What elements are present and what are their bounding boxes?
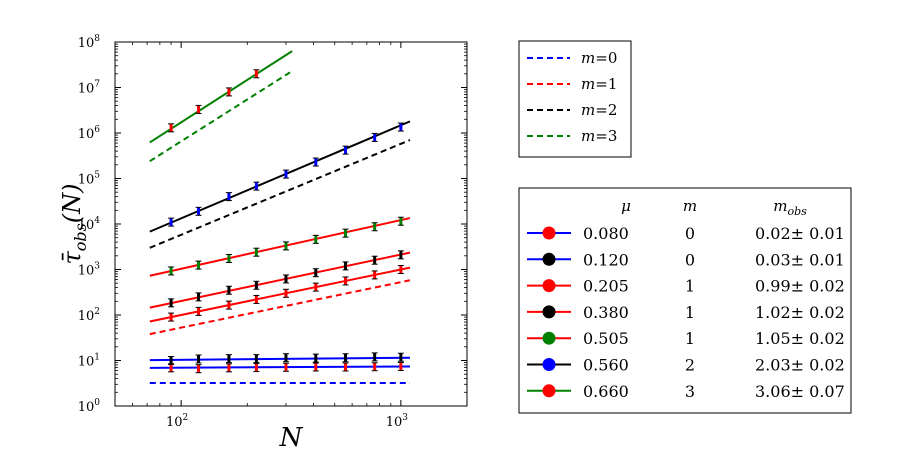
- legend-row-m: 1: [685, 277, 695, 296]
- theory-line-m3: [149, 70, 293, 163]
- legend-row-mobs: 1.05± 0.02: [755, 329, 845, 348]
- legend-row-marker: [542, 358, 556, 371]
- legend-header-mu: μ: [621, 197, 631, 215]
- y-tick-label: 103: [78, 262, 101, 279]
- y-axis-label-sub: obs: [71, 223, 90, 251]
- data-points: [168, 69, 404, 374]
- legend-row-mu: 0.660: [583, 382, 629, 401]
- legend-row-mu: 0.560: [583, 356, 629, 375]
- legend-row-m: 3: [685, 382, 695, 401]
- legend-row-mu: 0.080: [583, 224, 629, 243]
- y-tick-label: 100: [78, 398, 101, 415]
- legend-header-m: m: [683, 197, 697, 215]
- y-axis-label: τ̄obs(N): [58, 183, 90, 264]
- data-legend-box: [518, 187, 852, 414]
- legend-row-m: 0: [685, 250, 695, 269]
- data-legend-rows: 0.080 0 0.02± 0.01 0.120 0 0.03± 0.01 0.205 1 0.…: [527, 224, 845, 401]
- y-axis-label-main: τ̄: [58, 251, 86, 265]
- x-tick-label: 102: [166, 413, 188, 430]
- axis-ticks: 100 101 102 103 104 105 106 107 108 102 103: [78, 34, 467, 430]
- fit-line-1: [149, 356, 410, 362]
- theory-line-m1: [149, 279, 411, 336]
- theory-legend: m=0 m=1 m=2 m=3: [527, 49, 617, 145]
- legend-row-mobs: 0.99± 0.02: [755, 277, 845, 296]
- y-tick-label: 105: [78, 171, 101, 188]
- legend-row-marker: [542, 331, 556, 345]
- legend-row-mobs: 3.06± 0.07: [755, 382, 845, 401]
- fit-line-5: [149, 120, 411, 233]
- legend-row-m: 1: [685, 329, 695, 348]
- theory-legend-label: m=3: [581, 127, 617, 145]
- legend-row-marker: [542, 384, 556, 398]
- fit-line-0: [149, 365, 410, 369]
- y-axis-label-tail: (N): [58, 183, 86, 223]
- y-tick-label: 108: [78, 34, 101, 51]
- legend-row-mobs: 0.03± 0.01: [755, 250, 845, 269]
- legend-header-mobs: mobs: [773, 197, 807, 218]
- theory-legend-label: m=2: [581, 101, 617, 119]
- fit-line-3: [149, 251, 411, 309]
- fit-lines: [149, 50, 411, 369]
- legend-row-mu: 0.380: [583, 303, 629, 322]
- legend-row-marker: [542, 279, 556, 293]
- legend-row-m: 1: [685, 303, 695, 322]
- legend-row-marker: [542, 305, 556, 319]
- legend-row-marker: [542, 226, 556, 240]
- theory-lines: [149, 70, 411, 385]
- theory-legend-box: [518, 40, 632, 158]
- fit-line-6: [149, 50, 293, 144]
- legend-row-mu: 0.120: [583, 250, 629, 269]
- theory-legend-label: m=1: [581, 75, 617, 93]
- legend-row-mobs: 0.02± 0.01: [755, 224, 845, 243]
- theory-line-m2: [149, 139, 411, 249]
- legend-row-m: 0: [685, 224, 695, 243]
- fit-line-2: [149, 266, 411, 323]
- legend-row-mu: 0.205: [583, 277, 629, 296]
- fit-line-4: [149, 217, 411, 277]
- legend-row-mobs: 1.02± 0.02: [755, 303, 845, 322]
- y-tick-label: 107: [78, 80, 101, 97]
- legend-row-marker: [542, 252, 556, 266]
- x-axis-label: N: [279, 423, 304, 453]
- y-tick-label: 101: [78, 353, 100, 370]
- y-tick-label: 104: [78, 216, 101, 233]
- legend-row-mobs: 2.03± 0.02: [755, 356, 845, 375]
- legend-row-mu: 0.505: [583, 329, 629, 348]
- y-tick-label: 102: [78, 307, 100, 324]
- y-tick-label: 106: [78, 125, 101, 142]
- theory-legend-label: m=0: [581, 49, 617, 67]
- x-tick-label: 103: [386, 413, 409, 430]
- legend-row-m: 2: [685, 356, 695, 375]
